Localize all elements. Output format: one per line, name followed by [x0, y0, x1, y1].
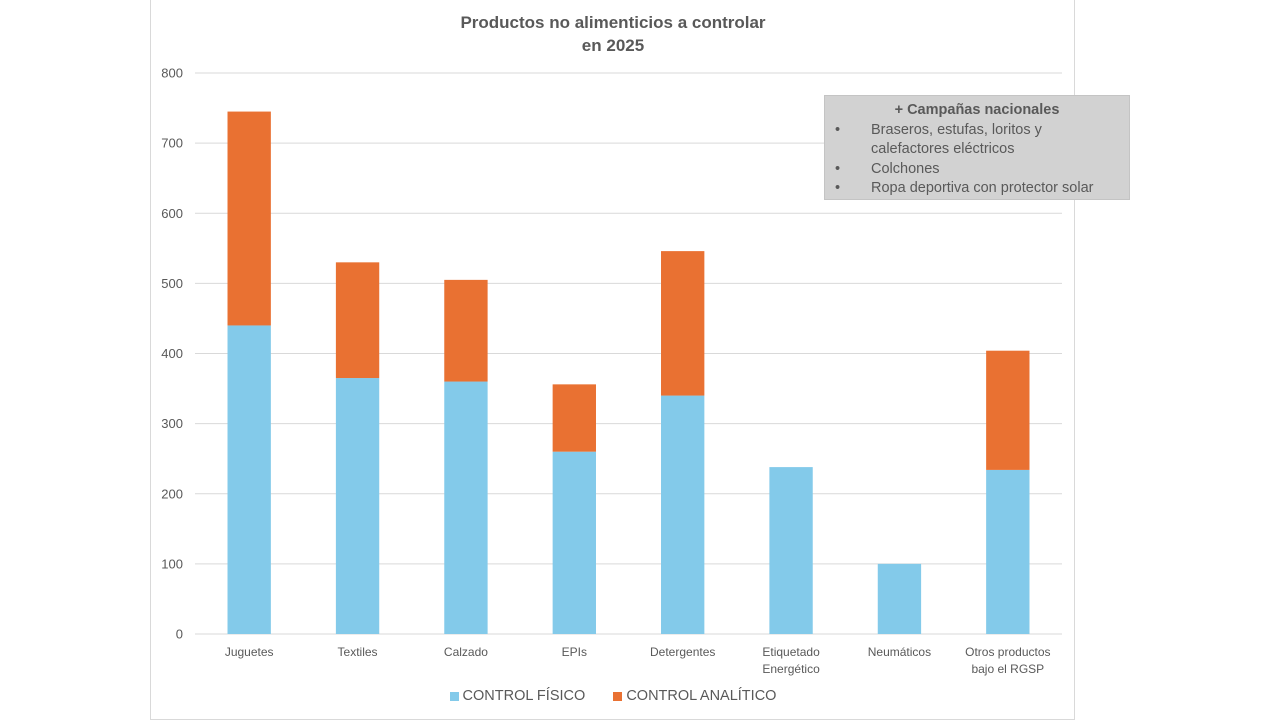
- annotation-box: + Campañas nacionales • Braseros, estufa…: [824, 95, 1130, 200]
- annotation-item-text: Colchones: [871, 160, 940, 177]
- bullet-icon: •: [835, 180, 841, 196]
- x-tick-label: Neumáticos: [868, 645, 931, 659]
- bar-control-fisico: [877, 563, 922, 634]
- bar-control-fisico: [769, 467, 813, 634]
- chart-title: Productos no alimenticios a controlar en…: [150, 11, 1076, 57]
- chart-legend: CONTROL FÍSICO CONTROL ANALÍTICO: [150, 688, 1076, 705]
- x-tick-label: bajo el RGSP: [971, 662, 1044, 676]
- annotation-item-text: Braseros, estufas, loritos y: [871, 121, 1042, 138]
- chart-title-line-1: Productos no alimenticios a controlar: [460, 13, 766, 32]
- x-tick-label: Energético: [762, 662, 820, 676]
- y-tick-label: 700: [161, 136, 183, 151]
- bar-control-fisico: [335, 378, 380, 634]
- bar-control-analitico: [986, 350, 1030, 470]
- legend-label-control-analitico: CONTROL ANALÍTICO: [626, 688, 777, 704]
- annotation-item: • Colchones: [833, 160, 1121, 180]
- bar-control-fisico: [661, 395, 705, 634]
- x-tick-label: Calzado: [444, 645, 488, 659]
- bullet-icon: •: [835, 160, 841, 177]
- annotation-item: • Braseros, estufas, loritos y calefacto…: [833, 121, 1121, 160]
- y-tick-label: 0: [176, 627, 183, 642]
- y-tick-label: 400: [161, 346, 183, 361]
- bar-control-analitico: [227, 111, 271, 326]
- annotation-list: • Braseros, estufas, loritos y calefacto…: [833, 121, 1121, 199]
- legend-label-control-fisico: CONTROL FÍSICO: [462, 688, 586, 704]
- bar-control-fisico: [552, 451, 596, 634]
- x-tick-label: EPIs: [562, 645, 587, 659]
- x-tick-label: Etiquetado: [762, 645, 820, 659]
- bar-control-fisico: [227, 325, 271, 634]
- annotation-title: + Campañas nacionales: [894, 102, 1060, 118]
- x-tick-label: Otros productos: [965, 645, 1050, 659]
- bar-control-analitico: [444, 279, 488, 382]
- legend-swatch-control-analitico: [613, 691, 623, 701]
- y-tick-label: 300: [161, 416, 183, 431]
- bullet-icon: •: [835, 121, 841, 138]
- chart-title-line-2: en 2025: [581, 36, 645, 55]
- legend-swatch-control-fisico: [449, 691, 459, 701]
- y-tick-label: 100: [161, 556, 183, 571]
- bar-control-fisico: [444, 381, 488, 634]
- y-tick-label: 200: [161, 486, 183, 501]
- legend-item-control-fisico[interactable]: CONTROL FÍSICO: [449, 688, 586, 704]
- bar-control-fisico: [986, 469, 1030, 634]
- bar-control-analitico: [552, 384, 596, 452]
- y-tick-label: 500: [161, 276, 183, 291]
- annotation-item-text-cont: calefactores eléctricos: [871, 141, 1015, 157]
- x-tick-label: Detergentes: [650, 645, 715, 659]
- y-tick-label: 600: [161, 206, 183, 221]
- annotation-item-text: Ropa deportiva con protector solar: [871, 180, 1094, 196]
- legend-item-control-analitico[interactable]: CONTROL ANALÍTICO: [613, 688, 776, 704]
- bar-control-analitico: [335, 262, 380, 379]
- x-tick-label: Textiles: [338, 645, 378, 659]
- annotation-item: • Ropa deportiva con protector solar: [833, 179, 1121, 199]
- bar-control-analitico: [661, 251, 705, 396]
- y-tick-label: 800: [161, 66, 183, 81]
- x-tick-label: Juguetes: [225, 645, 274, 659]
